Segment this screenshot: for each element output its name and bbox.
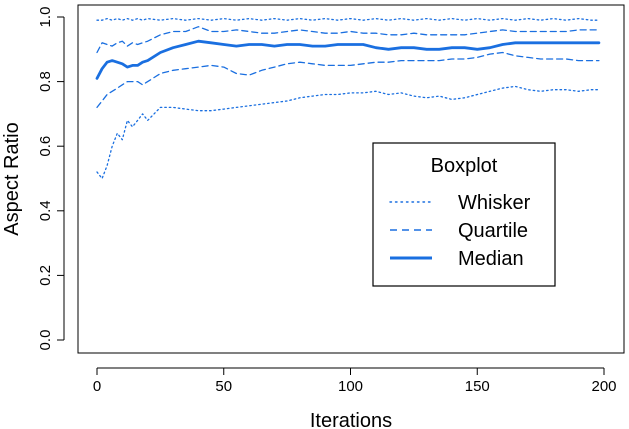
x-tick-label: 50 [215,378,232,395]
series-line-dotted-1 [96,85,600,180]
legend-label-quartile: Quartile [458,220,528,242]
legend-title: Boxplot [431,155,498,177]
y-tick-label: 0.6 [37,136,54,157]
series-line-dashed-3 [96,51,600,109]
legend-label-whisker: Whisker [458,192,531,214]
plot-frame [77,4,625,354]
x-tick-label: 150 [465,378,490,395]
series-layer [95,17,601,180]
series-line-median-4 [95,39,601,80]
y-tick-label: 0.0 [37,330,54,351]
legend-label-median: Median [458,248,524,270]
x-tick-label: 100 [338,378,363,395]
x-axis-title: Iterations [310,410,392,429]
y-tick-label: 0.2 [37,265,54,286]
y-axis: 0.0 0.2 0.4 0.6 0.8 1.0 [37,7,65,351]
series-line-quartile-2 [96,26,600,54]
x-tick-label: 200 [591,378,616,395]
y-tick-label: 0.4 [37,200,54,221]
series-line-whisker-0 [96,17,600,21]
y-axis-title: Aspect Ratio [1,122,23,235]
legend: Boxplot Whisker Quartile Median [372,142,556,287]
x-tick-label: 0 [93,378,101,395]
x-axis: 0 50 100 150 200 [93,367,617,395]
y-tick-label: 0.8 [37,71,54,92]
y-tick-label: 1.0 [37,7,54,28]
legend-box [372,142,556,287]
